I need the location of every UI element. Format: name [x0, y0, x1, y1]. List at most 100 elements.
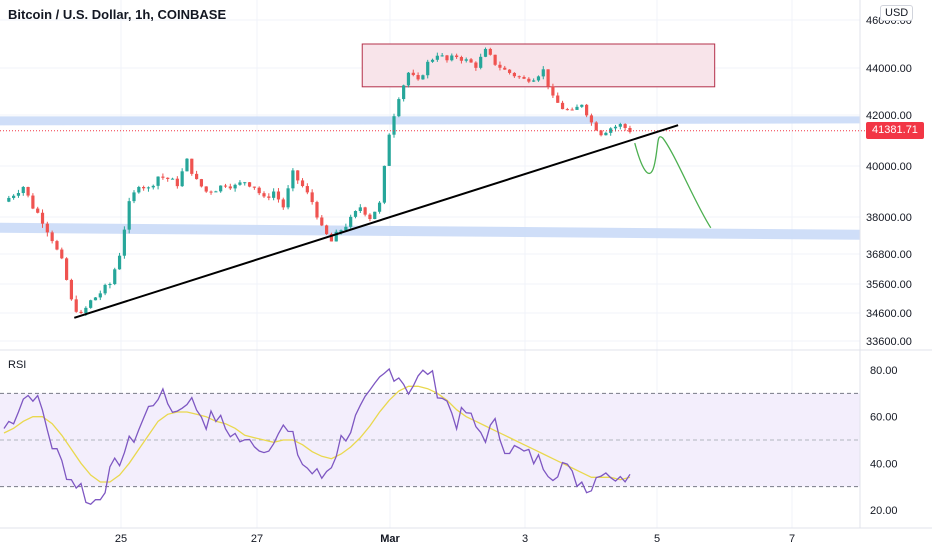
candle-body	[339, 230, 343, 232]
candle-body	[228, 186, 232, 189]
candle-body	[421, 75, 425, 80]
price-tick-label: 44000.00	[866, 63, 912, 75]
candle-body	[69, 279, 74, 300]
candle-body	[474, 62, 478, 68]
candle-body	[190, 158, 194, 174]
rsi-pane	[0, 367, 860, 505]
candle-body	[503, 67, 507, 70]
candle-body	[64, 258, 69, 280]
candle-body	[325, 225, 329, 235]
candle-body	[594, 122, 598, 131]
candle-body	[272, 191, 276, 198]
candle-body	[329, 234, 334, 242]
candle-body	[243, 182, 247, 184]
candle-body	[137, 187, 141, 193]
candle-body	[397, 99, 401, 117]
price-tick-label: 40000.00	[866, 161, 912, 173]
candle-body	[507, 69, 512, 73]
candle-body	[204, 186, 208, 192]
candle-body	[219, 185, 223, 192]
candle-body	[257, 187, 261, 194]
candle-body	[16, 193, 21, 196]
candle-body	[31, 195, 35, 209]
candle-body	[93, 297, 98, 301]
chart-title: Bitcoin / U.S. Dollar, 1h, COINBASE	[8, 7, 227, 22]
candle-body	[512, 72, 516, 77]
candle-body	[166, 177, 170, 179]
candle-body	[334, 231, 338, 242]
candle-body	[536, 76, 541, 81]
candle-body	[435, 55, 439, 60]
candlestick-series	[7, 47, 632, 316]
candle-body	[392, 116, 396, 135]
candle-body	[315, 202, 319, 218]
candle-body	[589, 115, 594, 123]
candle-body	[233, 184, 237, 189]
candle-body	[175, 178, 179, 187]
candle-body	[599, 130, 603, 136]
candle-body	[363, 207, 367, 215]
candle-body	[291, 170, 295, 189]
candle-body	[522, 76, 526, 79]
candle-body	[546, 69, 550, 87]
upper-zone	[0, 116, 860, 126]
candle-body	[609, 128, 613, 133]
candle-body	[440, 55, 444, 57]
candle-body	[161, 176, 165, 178]
candle-body	[532, 80, 536, 82]
candle-body	[74, 299, 78, 312]
candle-body	[79, 311, 83, 314]
currency-button[interactable]: USD	[880, 5, 914, 21]
candle-body	[488, 48, 492, 55]
candle-body	[623, 124, 627, 128]
time-tick-label: 25	[115, 533, 127, 545]
projection-path	[634, 136, 712, 229]
lower-zone	[0, 222, 860, 240]
candle-body	[276, 191, 281, 200]
candle-body	[156, 176, 160, 186]
candle-body	[117, 255, 122, 270]
candle-body	[570, 109, 574, 111]
time-tick-label: 7	[789, 533, 795, 545]
candle-body	[445, 55, 449, 61]
rsi-tick-label: 20.00	[870, 505, 898, 517]
candle-body	[113, 269, 117, 285]
candle-body	[402, 85, 406, 100]
candle-body	[281, 199, 285, 208]
candle-body	[344, 226, 348, 231]
candle-body	[387, 134, 391, 166]
rsi-ma-line	[3, 385, 631, 483]
candle-body	[406, 72, 411, 86]
support-resistance-zones	[0, 43, 860, 240]
candle-body	[373, 211, 377, 219]
candle-body	[238, 182, 242, 185]
candle-body	[411, 72, 415, 76]
price-tick-label: 34600.00	[866, 308, 912, 320]
candle-body	[185, 158, 189, 172]
candle-body	[108, 284, 112, 286]
candle-body	[450, 55, 454, 61]
candle-body	[565, 109, 569, 111]
candle-body	[382, 165, 386, 203]
time-tick-label: 3	[522, 533, 528, 545]
candle-body	[286, 188, 290, 208]
candle-body	[267, 196, 271, 198]
candle-body	[483, 48, 488, 57]
candle-body	[613, 126, 618, 129]
candle-body	[469, 59, 473, 63]
candle-body	[36, 208, 40, 213]
rsi-tick-label: 80.00	[870, 365, 898, 377]
candle-body	[170, 178, 175, 180]
candle-body	[103, 284, 107, 294]
candle-body	[199, 179, 204, 187]
candle-body	[618, 124, 622, 127]
price-tick-label: 33600.00	[866, 336, 912, 348]
candle-body	[122, 229, 126, 256]
candle-body	[247, 182, 252, 187]
candle-body	[252, 186, 256, 188]
rsi-tick-label: 40.00	[870, 458, 898, 470]
price-tick-label: 42000.00	[866, 110, 912, 122]
time-tick-label: 27	[251, 533, 263, 545]
